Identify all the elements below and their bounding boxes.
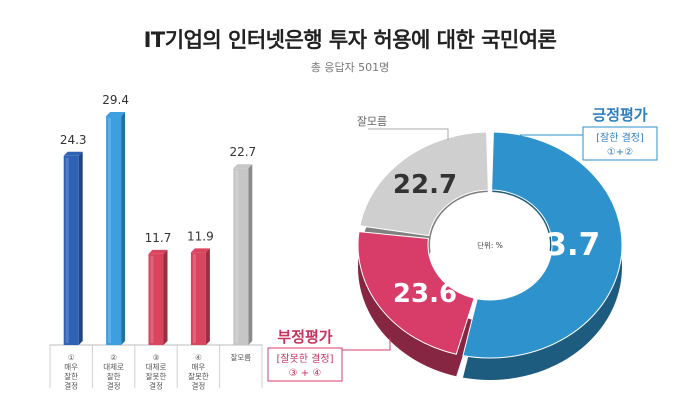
callout-line-unknown — [368, 128, 449, 140]
bar-highlight — [192, 254, 196, 343]
bar-value-label: 29.4 — [102, 93, 129, 107]
bar-highlight — [235, 170, 239, 343]
donut-slice — [462, 131, 623, 359]
chart-subtitle: 총 응답자 501명 — [310, 61, 390, 74]
bar-value-label: 22.7 — [229, 145, 256, 159]
category-tick-label: 결정 — [64, 381, 78, 391]
category-tick-label: ④ — [195, 353, 202, 362]
positive-box — [582, 126, 658, 161]
category-tick-label: ① — [68, 353, 75, 362]
bar — [148, 253, 164, 345]
slice-value-label: 23.6 — [393, 279, 457, 309]
category-tick-label: 결정 — [191, 381, 205, 391]
bar — [63, 155, 79, 345]
bar-value-label: 11.7 — [145, 231, 172, 245]
bar-top — [190, 248, 210, 253]
category-tick-label: 잘못한 — [188, 372, 209, 381]
donut-slice — [357, 231, 475, 355]
category-tick-label: ② — [110, 353, 117, 362]
negative-formula: ③ + ④ — [289, 368, 322, 379]
negative-label: 부정평가 — [277, 328, 332, 346]
bar-value-label: 24.3 — [60, 133, 87, 147]
category-tick-label: 대체로 — [103, 362, 124, 372]
bar-value-label: 11.9 — [187, 229, 214, 243]
bar-top — [233, 164, 253, 169]
negative-sublabel: [잘못한 결정] — [277, 353, 334, 365]
category-tick-label: 결정 — [149, 381, 163, 391]
positive-label: 긍정평가 — [592, 106, 647, 124]
unknown-label: 잘모름 — [357, 115, 387, 128]
bar — [233, 168, 249, 345]
slice-value-label: 22.7 — [393, 170, 457, 200]
category-tick-label: 대체로 — [146, 362, 167, 372]
bar-highlight — [65, 157, 69, 343]
bar-side — [205, 248, 210, 345]
bar-highlight — [150, 255, 154, 343]
bar-side — [78, 151, 83, 345]
category-tick-label: 매우 — [64, 363, 78, 372]
category-tick-label: 매우 — [191, 363, 205, 372]
bar-top — [148, 249, 168, 254]
bar-highlight — [108, 118, 112, 343]
chart-title: IT기업의 인터넷은행 투자 허용에 대한 국민여론 — [143, 28, 557, 52]
category-tick-label: 결정 — [107, 381, 121, 391]
bar-top — [106, 112, 126, 117]
category-tick-label: 잘한 — [64, 372, 78, 381]
bar — [106, 116, 122, 345]
bar-side — [248, 164, 253, 345]
bar-top — [63, 151, 83, 156]
bar — [190, 252, 206, 345]
donut-hole — [430, 192, 550, 298]
category-tick-label: 잘한 — [107, 372, 121, 381]
center-unit-label: 단위: % — [477, 240, 503, 250]
bar-side — [163, 249, 168, 345]
category-tick-label: ③ — [153, 353, 160, 362]
category-tick-label: 잘모름 — [230, 353, 251, 362]
bar-side — [121, 112, 126, 345]
positive-formula: ①+② — [607, 147, 633, 158]
callout-line-negative — [342, 338, 391, 351]
negative-box — [267, 347, 343, 382]
positive-sublabel: [잘한 결정] — [596, 132, 644, 144]
donut-slice — [359, 131, 489, 237]
slice-value-label: 53.7 — [524, 227, 601, 263]
category-tick-label: 잘못한 — [146, 372, 167, 381]
